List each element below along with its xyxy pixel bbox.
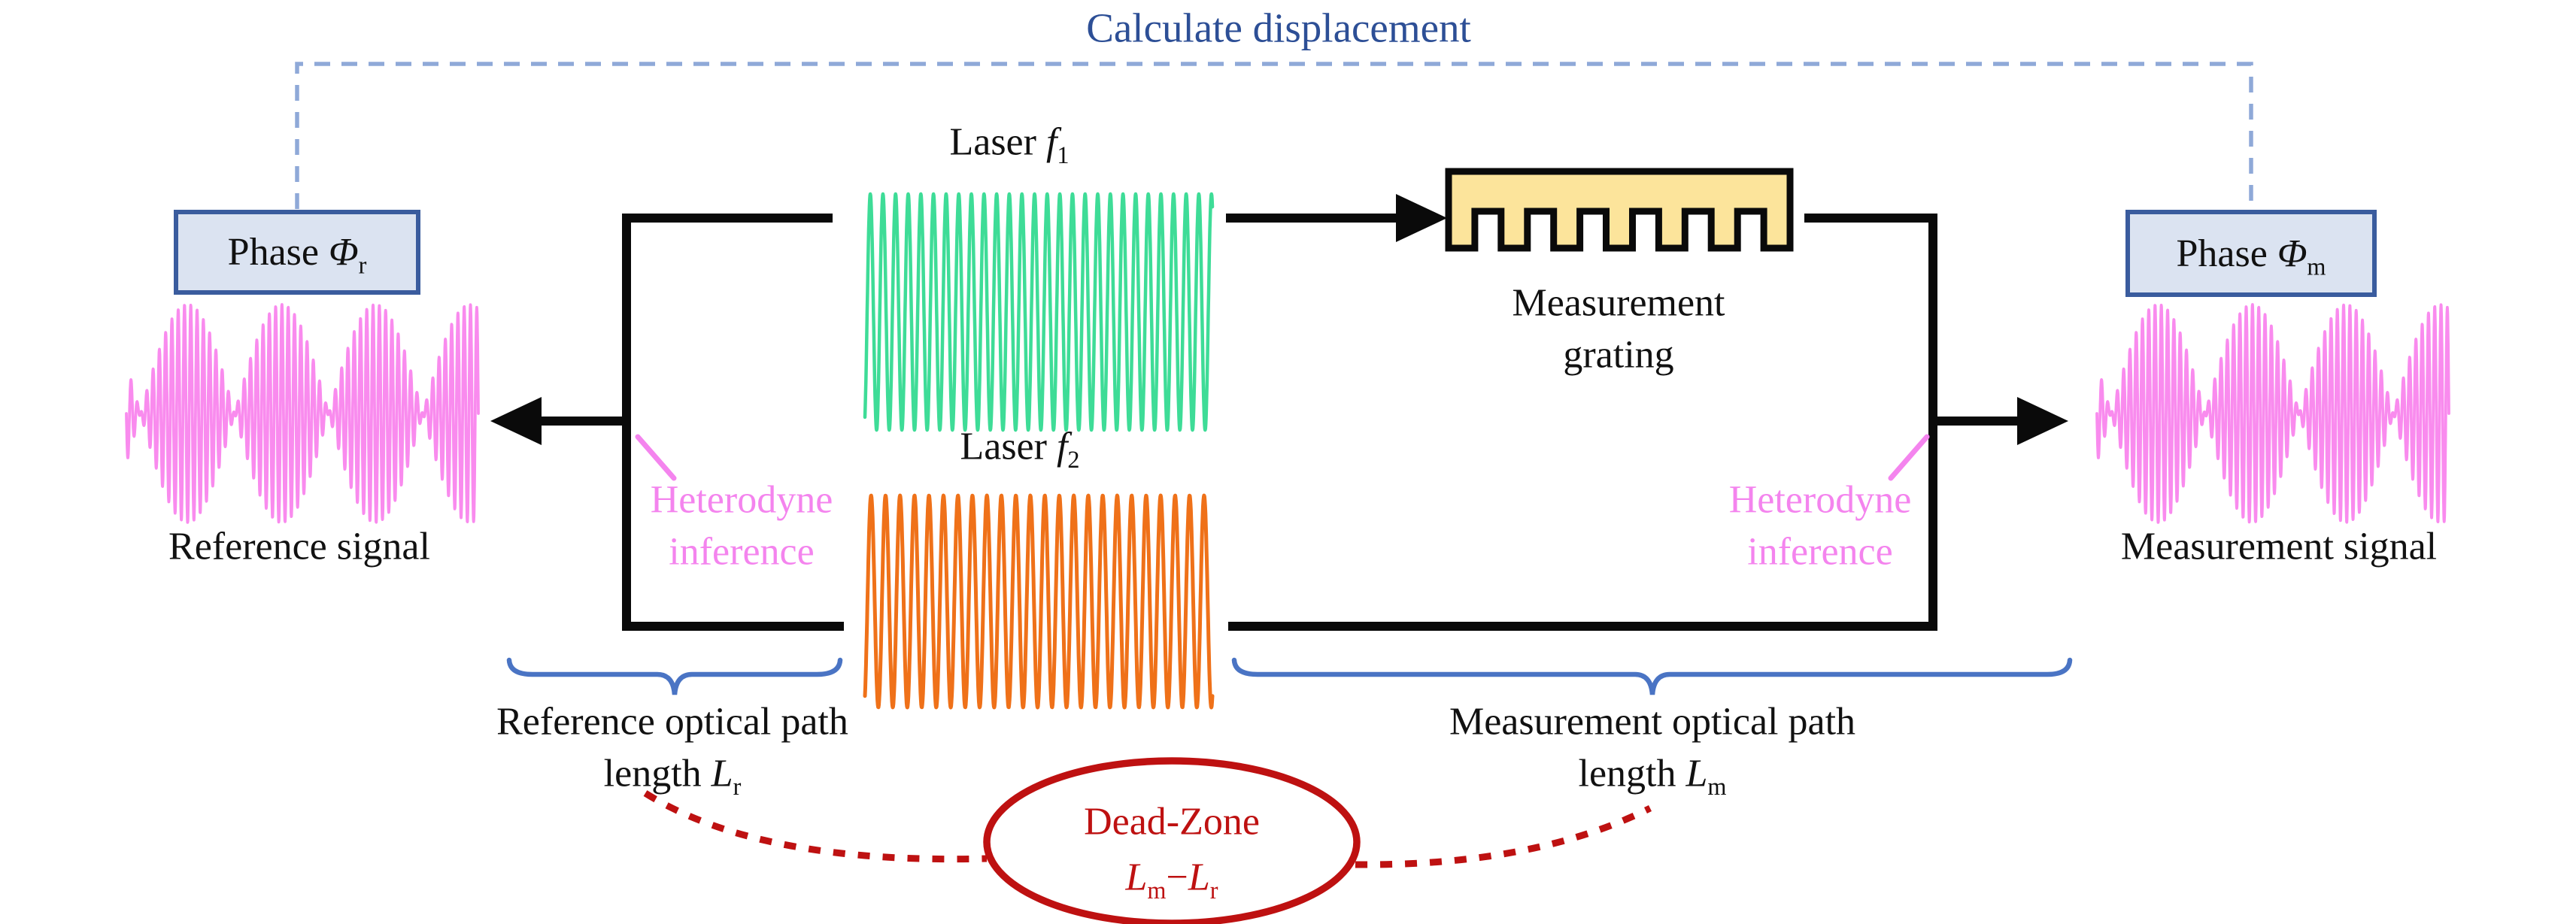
grating-input-arrowhead [1396,194,1447,242]
laser-f2-label: Laser f2 [960,425,1080,474]
measurement-signal-label: Measurement signal [2120,525,2438,568]
phase-reference-label: Phase Φr [227,231,367,279]
measurement-path-label-line2: length Lm [1578,752,1727,800]
heterodyne-left-line2: inference [669,530,815,573]
measurement-path-brace [1231,657,2073,695]
heterodyne-tick-left [635,434,677,481]
laser-f1-label: Laser f1 [949,120,1070,169]
measurement-grating-label: Measurement grating [1512,277,1725,380]
heterodyne-tick-right [1888,434,1930,481]
measurement-grating-shape [1445,168,1794,252]
reference-output-arrow [490,397,627,445]
heterodyne-label-right: Heterodyne inference [1729,474,1912,577]
dead-zone-formula: Lm−Lr [1125,856,1218,904]
reference-path-label-line2: length Lr [603,752,742,800]
laser2-waveform [863,493,1215,710]
reference-beat-waveform [125,303,480,524]
measurement-output-arrowhead [2017,397,2068,445]
calculate-displacement-label: Calculate displacement [1086,2,1471,56]
measurement-grating-label-line1: Measurement [1512,281,1725,325]
phase-measurement-box: Phase Φm [2125,210,2377,297]
reference-path-label: Reference optical path length Lr [496,696,848,799]
reference-path-brace [506,657,843,695]
dead-zone-ellipse [983,757,1361,924]
reference-path-label-line1: Reference optical path [496,700,848,744]
phase-reference-box: Phase Φr [174,210,420,295]
dead-zone-title: Dead-Zone [1084,800,1260,844]
laser1-waveform [863,192,1215,432]
measurement-grating-label-line2: grating [1563,333,1674,376]
heterodyne-left-line1: Heterodyne [650,478,833,522]
reference-output-arrowhead [490,397,542,445]
dead-zone-connector-right [1355,804,1652,868]
grating-input-arrow [1226,194,1447,242]
waveforms-group [125,192,2450,710]
calculate-displacement-text: Calculate displacement [1086,5,1471,51]
heterodyne-label-left: Heterodyne inference [651,474,833,577]
phase-measurement-label: Phase Φm [2176,232,2326,280]
heterodyne-right-line2: inference [1747,530,1893,573]
measurement-path-label-line1: Measurement optical path [1449,700,1856,744]
heterodyne-right-line1: Heterodyne [1728,478,1912,522]
measurement-output-arrow [1933,397,2068,445]
reference-signal-label: Reference signal [168,525,430,568]
measurement-beat-waveform [2095,303,2450,524]
measurement-path-label: Measurement optical path length Lm [1449,696,1855,799]
dead-zone-connector-left [643,790,988,863]
calculate-displacement-connector-dashed-line [295,62,2253,209]
